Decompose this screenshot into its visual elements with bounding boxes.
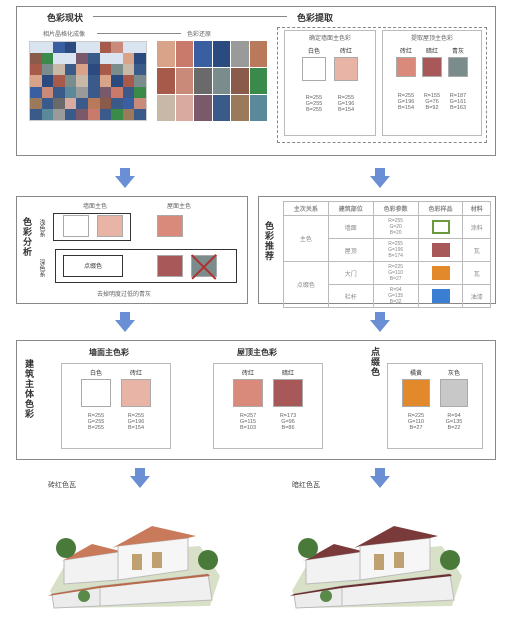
rgb-bluegray: R=187 G=161 B=163 bbox=[450, 93, 467, 111]
arrow2-left bbox=[115, 320, 135, 332]
extract-title: 色彩提取 bbox=[297, 11, 333, 24]
dark-row-frame bbox=[55, 249, 237, 283]
light-row-frame bbox=[53, 213, 131, 241]
lbl-brickred: 砖红 bbox=[340, 46, 352, 55]
sw-bluegray: 青灰 R=187 G=161 B=163 bbox=[448, 46, 468, 111]
house-right bbox=[282, 496, 472, 611]
analysis-title: 色彩分析 bbox=[21, 217, 34, 257]
swatch-brickred2 bbox=[396, 57, 416, 77]
r3-sw-darkred bbox=[273, 379, 303, 407]
accent2-title: 点缀色 bbox=[369, 347, 382, 377]
arrow1-right bbox=[370, 176, 390, 188]
r3-wall-box: 白色 R=255 G=255 B=255 砖红 R=255 G=196 B=154 bbox=[61, 363, 171, 449]
r3-rgb-brickred: R=255 G=196 B=154 bbox=[128, 413, 145, 431]
r3-rgb-orange: R=225 G=110 B=27 bbox=[408, 413, 424, 431]
r3-lbl-white: 白色 bbox=[90, 368, 102, 377]
sw-brickred: 砖红 R=255 G=196 B=154 bbox=[334, 46, 358, 113]
restore-label: 色彩还原 bbox=[187, 29, 211, 38]
r3-roof-box: 砖红 R=257 G=115 B=103 暗红 R=173 G=96 B=86 bbox=[213, 363, 323, 449]
r3-rgb-white: R=255 G=255 B=255 bbox=[88, 413, 105, 431]
lbl-white: 白色 bbox=[308, 46, 320, 55]
swatch-brickred bbox=[334, 57, 358, 81]
extraction-box: 确定墙面主色彩 白色 R=255 G=255 B=255 砖红 R=255 G=… bbox=[277, 27, 487, 143]
r3-accent-box: 橘黄 R=225 G=110 B=27 灰色 R=94 G=135 B=22 bbox=[387, 363, 483, 449]
arrow2-right bbox=[370, 320, 390, 332]
swatch-darkred bbox=[422, 57, 442, 77]
recommend-title: 色彩推荐 bbox=[263, 221, 276, 261]
r3-sw-brickred bbox=[121, 379, 151, 407]
sw-darkred: 砖红 R=255 G=196 B=154 bbox=[396, 46, 416, 111]
wall-main3-title: 墙面主色彩 bbox=[89, 347, 129, 358]
restored-palette bbox=[157, 41, 267, 121]
dark-series-label: 深色系 bbox=[37, 259, 46, 277]
r3-sw-gray bbox=[440, 379, 468, 407]
row3-panel: 建筑主体色彩 墙面主色彩 白色 R=255 G=255 B=255 砖红 R=255… bbox=[16, 340, 496, 460]
lbl-bluegray: 青灰 bbox=[452, 46, 464, 55]
roof-main-title: 提取屋顶主色彩 bbox=[385, 33, 479, 42]
connector2 bbox=[97, 33, 181, 34]
caption-left: 砖红色瓦 bbox=[48, 480, 76, 490]
caption-right: 暗红色瓦 bbox=[292, 480, 320, 490]
an-brickred2 bbox=[157, 215, 183, 237]
pixelated-image bbox=[29, 41, 147, 121]
rgb-brickred: R=255 G=196 B=154 bbox=[338, 95, 355, 113]
lbl-brickred2: 砖红 bbox=[400, 46, 412, 55]
status-title: 色彩现状 bbox=[47, 11, 83, 24]
note-remove: 去掉明度过低的青灰 bbox=[97, 289, 151, 298]
recommend-panel: 色彩推荐 主次关系建筑部位色彩参数色彩样品材料 主色墙面R=255 G=20 B… bbox=[258, 196, 496, 304]
wall-main-title: 确定墙面主色彩 bbox=[287, 33, 373, 42]
main-body-title: 建筑主体色彩 bbox=[23, 359, 36, 419]
row1-outer: 色彩现状 色彩提取 相片晶格化成像 色彩还原 确定墙面主色彩 白色 R=255 … bbox=[16, 6, 496, 156]
roof-main-box: 提取屋顶主色彩 砖红 R=255 G=196 B=154 暗红 R=155 G=… bbox=[382, 30, 482, 136]
light-series-label: 浅色系 bbox=[37, 219, 46, 237]
arrow3-right bbox=[370, 476, 390, 488]
rgb-darkred: R=155 G=76 B=92 bbox=[424, 93, 440, 111]
house-left bbox=[40, 496, 230, 611]
recommend-table: 主次关系建筑部位色彩参数色彩样品材料 主色墙面R=255 G=20 B=20涂料… bbox=[283, 201, 491, 308]
r3-sw-white bbox=[81, 379, 111, 407]
pixelate-label: 相片晶格化成像 bbox=[43, 29, 85, 38]
r3-rgb-darkred3: R=173 G=96 B=86 bbox=[280, 413, 296, 431]
r3-sw-brickred2 bbox=[233, 379, 263, 407]
rgb-white: R=255 G=255 B=255 bbox=[306, 95, 323, 113]
top-connector bbox=[93, 16, 287, 17]
sw-white: 白色 R=255 G=255 B=255 bbox=[302, 46, 326, 113]
rgb-brickred2: R=255 G=196 B=154 bbox=[398, 93, 415, 111]
r3-lbl-gray: 灰色 bbox=[448, 368, 460, 377]
roof-main3-title: 屋顶主色彩 bbox=[237, 347, 277, 358]
wall-main2-title: 墙面主色 bbox=[83, 201, 107, 210]
r3-lbl-brickred2: 砖红 bbox=[242, 368, 254, 377]
arrow3-left bbox=[130, 476, 150, 488]
analysis-panel: 色彩分析 墙面主色 屋面主色 浅色系 深色系 点缀色 去掉明度过低的青灰 bbox=[16, 196, 248, 304]
arrow1-left bbox=[115, 176, 135, 188]
r3-lbl-orange: 橘黄 bbox=[410, 368, 422, 377]
lbl-darkred: 暗红 bbox=[426, 46, 438, 55]
sw-darkred2: 暗红 R=155 G=76 B=92 bbox=[422, 46, 442, 111]
r3-rgb-darkred2: R=257 G=115 B=103 bbox=[240, 413, 256, 431]
wall-main-box: 确定墙面主色彩 白色 R=255 G=255 B=255 砖红 R=255 G=… bbox=[284, 30, 376, 136]
r3-lbl-darkred: 暗红 bbox=[282, 368, 294, 377]
swatch-bluegray bbox=[448, 57, 468, 77]
r3-rgb-gray: R=94 G=135 B=22 bbox=[446, 413, 463, 431]
r3-lbl-brickred: 砖红 bbox=[130, 368, 142, 377]
swatch-white bbox=[302, 57, 326, 81]
r3-sw-orange bbox=[402, 379, 430, 407]
roof-main2-title: 屋面主色 bbox=[167, 201, 191, 210]
